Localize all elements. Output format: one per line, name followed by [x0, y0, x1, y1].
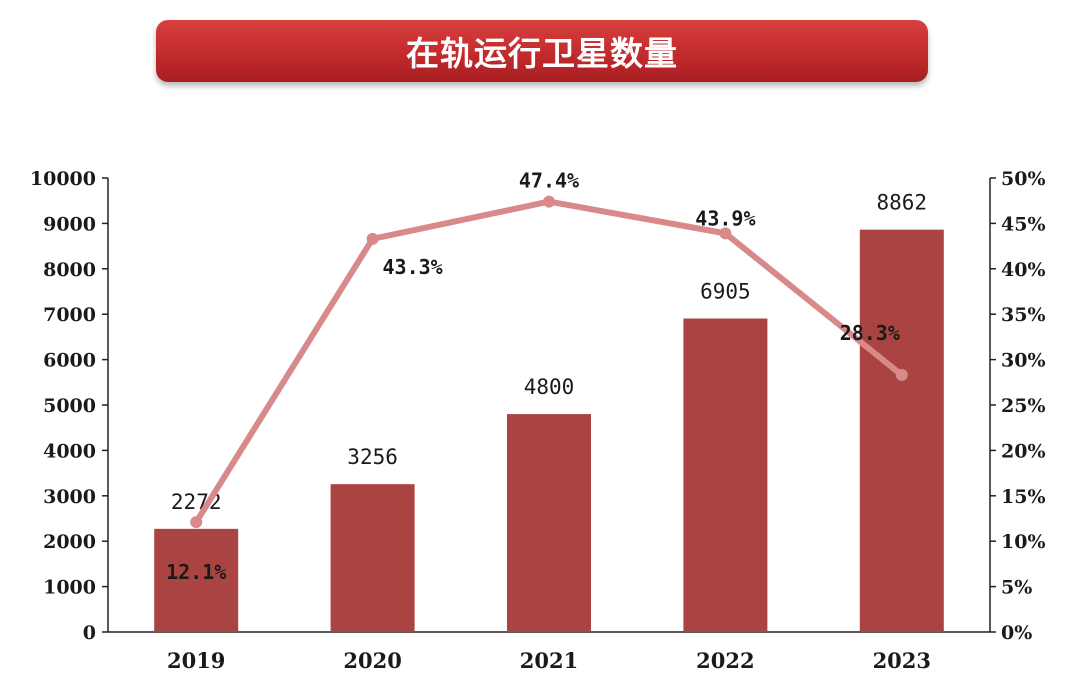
y-left-tick-label: 6000 [43, 350, 96, 372]
chart-title: 在轨运行卫星数量 [406, 34, 678, 73]
chart-title-banner: 在轨运行卫星数量 [156, 20, 928, 82]
bar-value-label: 4800 [524, 375, 575, 399]
y-right-tick-label: 25% [1001, 395, 1046, 417]
y-right-tick-label: 5% [1001, 577, 1032, 599]
y-left-tick-label: 5000 [43, 395, 96, 417]
growth-rate-label: 43.9% [695, 206, 755, 230]
growth-point [190, 516, 203, 529]
y-right-tick-label: 30% [1001, 350, 1046, 372]
y-left-tick-label: 8000 [43, 259, 96, 281]
y-left-tick-label: 1000 [43, 577, 96, 599]
y-left-tick-label: 2000 [43, 531, 96, 553]
y-right-tick-label: 45% [1001, 213, 1046, 235]
bar-value-label: 6905 [700, 280, 751, 304]
bar [859, 229, 944, 632]
x-tick-label: 2019 [167, 648, 225, 673]
bar-value-label: 8862 [877, 191, 928, 215]
y-right-tick-label: 35% [1001, 304, 1046, 326]
growth-point [543, 195, 555, 208]
y-left-tick-label: 3000 [43, 486, 96, 508]
x-tick-label: 2020 [343, 648, 401, 673]
y-right-tick-label: 15% [1001, 486, 1046, 508]
bar [507, 414, 591, 632]
bar [330, 484, 415, 632]
y-left-tick-label: 7000 [43, 304, 96, 326]
bar [683, 318, 768, 632]
x-tick-label: 2022 [696, 648, 754, 673]
x-tick-label: 2023 [873, 648, 931, 673]
y-right-tick-label: 40% [1001, 259, 1046, 281]
x-tick-label: 2021 [520, 648, 578, 673]
y-right-tick-label: 0% [1001, 622, 1032, 644]
growth-point [719, 227, 732, 240]
y-right-tick-label: 20% [1001, 440, 1046, 462]
y-left-tick-label: 4000 [43, 440, 96, 462]
growth-rate-label: 12.1% [166, 560, 226, 584]
y-right-tick-label: 50% [1001, 168, 1046, 190]
growth-point [895, 369, 908, 382]
growth-rate-label: 43.3% [382, 255, 442, 279]
bar [154, 528, 239, 632]
growth-rate-label: 28.3% [840, 321, 900, 345]
y-left-tick-label: 9000 [43, 213, 96, 235]
y-left-tick-label: 0 [83, 622, 96, 644]
growth-point [366, 232, 379, 245]
y-right-tick-label: 10% [1001, 531, 1046, 553]
y-left-tick-label: 10000 [30, 168, 96, 190]
growth-rate-label: 47.4% [519, 169, 579, 193]
bar-value-label: 3256 [347, 445, 398, 469]
